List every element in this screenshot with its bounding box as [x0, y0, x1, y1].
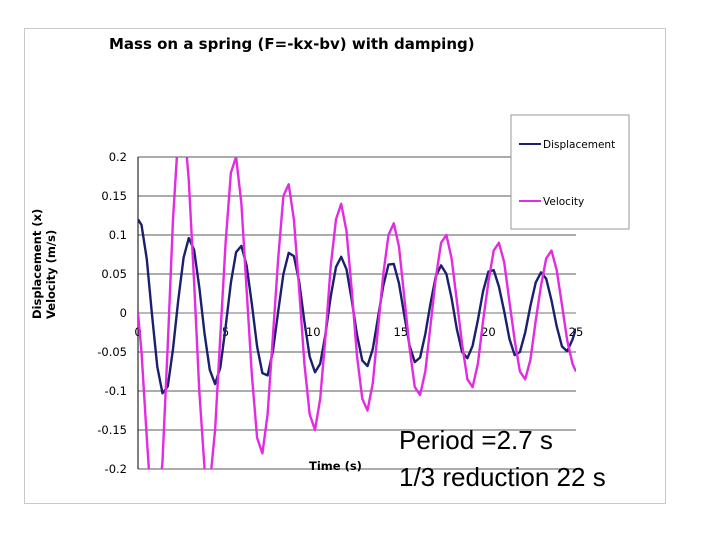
- series-lines: [138, 157, 576, 469]
- y-tick-label: 0.05: [101, 267, 127, 281]
- x-tick-labels: 0510152025: [134, 325, 583, 339]
- annotation-period: Period =2.7 s: [399, 425, 553, 455]
- y-axis-label-velocity: Velocity (m/s): [44, 230, 58, 319]
- annotation-reduction: 1/3 reduction 22 s: [399, 462, 606, 492]
- chart-svg: Mass on a spring (F=-kx-bv) with damping…: [30, 35, 630, 492]
- legend: Displacement Velocity: [510, 114, 630, 230]
- y-tick-label: 0.15: [101, 189, 127, 203]
- y-tick-label: 0.2: [109, 150, 127, 164]
- legend-label-displacement: Displacement: [543, 139, 615, 151]
- y-tick-label: 0.1: [109, 228, 127, 242]
- legend-label-velocity: Velocity: [543, 196, 584, 208]
- y-tick-labels: 0.2 0.15 0.1 0.05 0 -0.05 -0.1 -0.15 -0.2: [97, 150, 127, 476]
- y-tick-label: -0.1: [105, 384, 127, 398]
- x-tick-label: 10: [306, 325, 321, 339]
- x-tick-label: 20: [481, 325, 496, 339]
- x-tick-label: 15: [393, 325, 408, 339]
- series-line-velocity: [138, 157, 576, 469]
- y-tick-label: -0.15: [97, 423, 127, 437]
- y-tick-label: -0.05: [97, 345, 127, 359]
- series-line-displacement: [138, 218, 576, 395]
- y-axis-label-displacement: Displacement (x): [30, 209, 44, 319]
- y-tick-label: -0.2: [105, 462, 127, 476]
- legend-box: [510, 114, 630, 230]
- x-axis-label: Time (s): [309, 459, 362, 473]
- chart-frame: Mass on a spring (F=-kx-bv) with damping…: [24, 28, 666, 504]
- y-tick-label: 0: [120, 306, 127, 320]
- chart-title: Mass on a spring (F=-kx-bv) with damping…: [109, 35, 475, 53]
